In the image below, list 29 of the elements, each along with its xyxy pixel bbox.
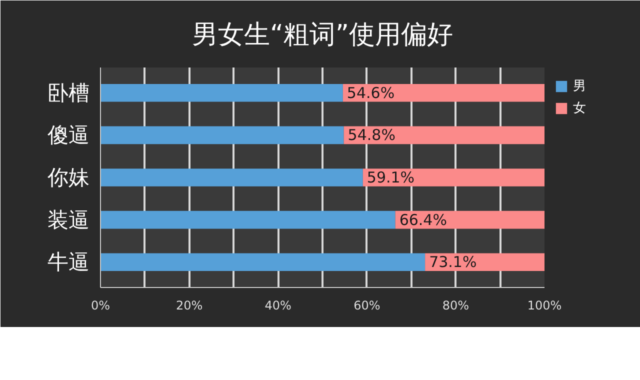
data-label: 73.1%	[429, 253, 477, 272]
bar	[100, 84, 343, 102]
bar	[362, 168, 544, 186]
x-tick-label: 20%	[176, 298, 203, 312]
bar	[395, 210, 544, 229]
x-tick-label: 40%	[264, 298, 292, 312]
bar	[344, 126, 544, 144]
x-tick-label: 80%	[442, 298, 470, 312]
data-label: 59.1%	[366, 168, 415, 186]
x-tick-label: 100%	[527, 298, 562, 312]
bar	[100, 126, 344, 144]
y-tick-label: 牛逼	[48, 250, 90, 274]
y-tick-label: 装逼	[48, 208, 90, 232]
y-tick-label: 你妹	[46, 166, 90, 190]
bar	[100, 210, 396, 229]
chart-title: 男女生“粗词”使用偏好	[192, 20, 453, 50]
bar	[100, 168, 363, 186]
data-label: 54.8%	[348, 126, 396, 144]
y-tick-label: 卧槽	[48, 80, 90, 105]
x-tick-label: 60%	[354, 298, 380, 312]
bar	[342, 84, 544, 102]
bar	[425, 253, 544, 271]
legend-label: 女	[573, 100, 587, 117]
x-tick-label: 0%	[90, 298, 110, 312]
data-label: 54.6%	[346, 84, 395, 102]
bar	[100, 253, 426, 271]
legend-label: 男	[573, 78, 587, 95]
y-tick-label: 傻逼	[48, 123, 90, 148]
data-label: 66.4%	[399, 210, 447, 229]
